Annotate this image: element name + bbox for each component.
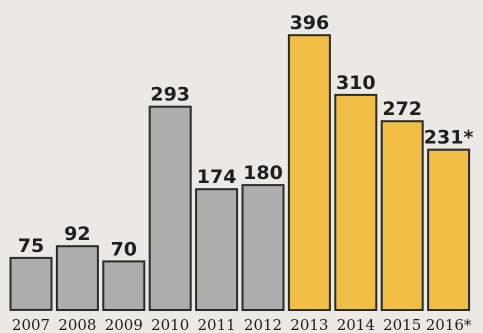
x-tick-label-2011: 2011 bbox=[198, 316, 236, 333]
x-tick-label-2010: 2010 bbox=[151, 316, 189, 333]
bar-2008 bbox=[55, 245, 99, 311]
bar-2011 bbox=[195, 188, 239, 311]
value-label-2012: 180 bbox=[243, 162, 283, 184]
value-label-2011: 174 bbox=[197, 166, 237, 188]
bar-2012 bbox=[241, 184, 285, 312]
bar-2013 bbox=[287, 34, 331, 311]
x-tick-label-2014: 2014 bbox=[337, 316, 375, 333]
value-label-2010: 293 bbox=[150, 84, 190, 106]
value-label-2015: 272 bbox=[382, 98, 422, 120]
x-tick-labels-group: 2007 2008 2009 2010 2011 2012 2013 2014 2015 2016… bbox=[12, 316, 472, 333]
value-label-2014: 310 bbox=[336, 72, 376, 94]
value-label-2016*: 231* bbox=[424, 127, 474, 149]
bar-2016* bbox=[427, 148, 471, 311]
bar-2007 bbox=[9, 256, 53, 311]
bars-group bbox=[9, 34, 471, 312]
value-label-2007: 75 bbox=[18, 235, 44, 257]
x-tick-label-2012: 2012 bbox=[244, 316, 282, 333]
x-tick-label-2015: 2015 bbox=[383, 316, 421, 333]
x-tick-label-2008: 2008 bbox=[58, 316, 96, 333]
x-tick-label-2009: 2009 bbox=[105, 316, 143, 333]
value-label-2013: 396 bbox=[290, 12, 330, 34]
bar-2010 bbox=[148, 105, 192, 311]
bar-2009 bbox=[102, 260, 146, 311]
x-tick-label-2016*: 2016* bbox=[426, 316, 472, 333]
x-tick-label-2013: 2013 bbox=[290, 316, 328, 333]
x-tick-label-2007: 2007 bbox=[12, 316, 50, 333]
bar-2014 bbox=[334, 93, 378, 312]
value-label-2009: 70 bbox=[111, 238, 137, 260]
value-label-2008: 92 bbox=[64, 223, 90, 245]
bar-2015 bbox=[380, 120, 424, 311]
